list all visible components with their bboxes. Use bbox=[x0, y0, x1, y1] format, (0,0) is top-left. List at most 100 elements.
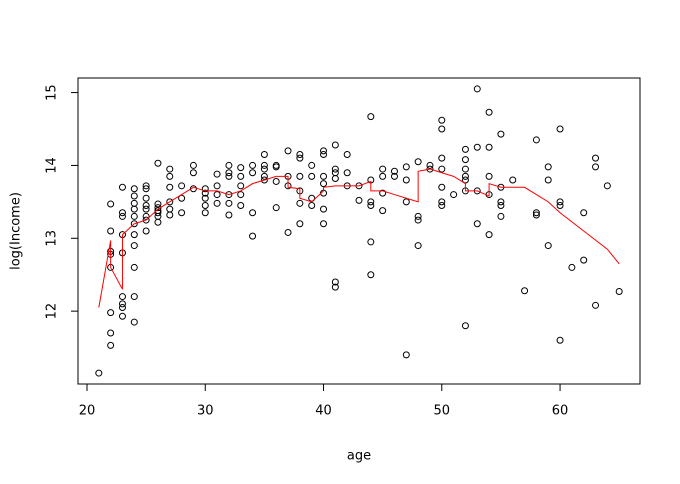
point bbox=[320, 205, 328, 213]
point bbox=[189, 161, 197, 169]
point bbox=[225, 169, 233, 177]
point bbox=[272, 177, 280, 185]
point bbox=[107, 200, 115, 208]
point bbox=[260, 172, 268, 180]
point bbox=[249, 169, 257, 177]
point bbox=[296, 154, 304, 162]
point bbox=[249, 161, 257, 169]
point bbox=[189, 169, 197, 177]
point bbox=[95, 369, 103, 377]
point bbox=[556, 198, 564, 206]
point bbox=[461, 172, 469, 180]
point bbox=[107, 309, 115, 317]
point bbox=[580, 209, 588, 217]
point bbox=[225, 191, 233, 199]
point bbox=[237, 164, 245, 172]
y-tick-label: 12 bbox=[45, 303, 60, 320]
point bbox=[461, 165, 469, 173]
point bbox=[284, 228, 292, 236]
point bbox=[154, 218, 162, 226]
plot-box bbox=[77, 77, 641, 385]
point bbox=[367, 202, 375, 209]
point bbox=[367, 271, 375, 279]
point bbox=[213, 182, 221, 190]
point bbox=[379, 207, 387, 215]
x-tick-label: 50 bbox=[434, 404, 451, 419]
point bbox=[544, 163, 552, 171]
x-tick-label: 40 bbox=[315, 404, 332, 419]
point bbox=[485, 231, 493, 239]
point bbox=[414, 158, 422, 166]
point bbox=[414, 242, 422, 250]
point bbox=[461, 145, 469, 153]
point bbox=[166, 211, 174, 219]
point bbox=[237, 182, 245, 190]
point bbox=[142, 227, 150, 235]
point bbox=[225, 199, 233, 207]
point bbox=[343, 169, 351, 177]
point bbox=[592, 301, 600, 309]
point bbox=[556, 125, 564, 133]
point bbox=[592, 154, 600, 162]
point bbox=[355, 196, 363, 204]
point bbox=[142, 182, 150, 190]
y-tick-label: 14 bbox=[45, 157, 60, 174]
point bbox=[130, 293, 138, 301]
point bbox=[438, 125, 446, 133]
point bbox=[473, 220, 481, 228]
point bbox=[402, 163, 410, 171]
point bbox=[296, 199, 304, 207]
point bbox=[331, 165, 339, 173]
point bbox=[166, 198, 174, 206]
point bbox=[118, 300, 126, 308]
point bbox=[615, 287, 623, 295]
point bbox=[130, 220, 138, 228]
point bbox=[461, 156, 469, 164]
point bbox=[296, 172, 304, 180]
point bbox=[343, 151, 351, 158]
point bbox=[497, 130, 505, 138]
point bbox=[178, 194, 186, 202]
point bbox=[201, 194, 209, 202]
point bbox=[130, 192, 138, 200]
point bbox=[130, 242, 138, 250]
point bbox=[532, 211, 540, 219]
point bbox=[509, 176, 517, 184]
point bbox=[308, 172, 316, 180]
point bbox=[213, 191, 221, 199]
point bbox=[118, 212, 126, 220]
point bbox=[426, 161, 434, 169]
point bbox=[473, 85, 481, 93]
point bbox=[379, 189, 387, 197]
point bbox=[438, 198, 446, 206]
point bbox=[118, 312, 126, 320]
point bbox=[142, 202, 150, 209]
point bbox=[331, 283, 339, 291]
point bbox=[154, 212, 162, 220]
point bbox=[402, 351, 410, 359]
point bbox=[402, 198, 410, 206]
point bbox=[544, 242, 552, 250]
point bbox=[296, 151, 304, 158]
point bbox=[367, 113, 375, 121]
y-tick-label: 13 bbox=[45, 230, 60, 247]
point bbox=[260, 165, 268, 173]
point bbox=[331, 175, 339, 183]
point bbox=[390, 172, 398, 180]
point bbox=[532, 136, 540, 144]
point bbox=[320, 172, 328, 180]
point bbox=[213, 170, 221, 178]
x-tick-label: 30 bbox=[197, 404, 214, 419]
point bbox=[225, 172, 233, 180]
point bbox=[438, 183, 446, 191]
point bbox=[497, 202, 505, 209]
point bbox=[603, 182, 611, 190]
point bbox=[249, 209, 257, 217]
point bbox=[107, 329, 115, 337]
point bbox=[178, 209, 186, 217]
point bbox=[142, 216, 150, 224]
point bbox=[260, 151, 268, 158]
fit-line bbox=[98, 168, 620, 308]
point bbox=[402, 176, 410, 184]
